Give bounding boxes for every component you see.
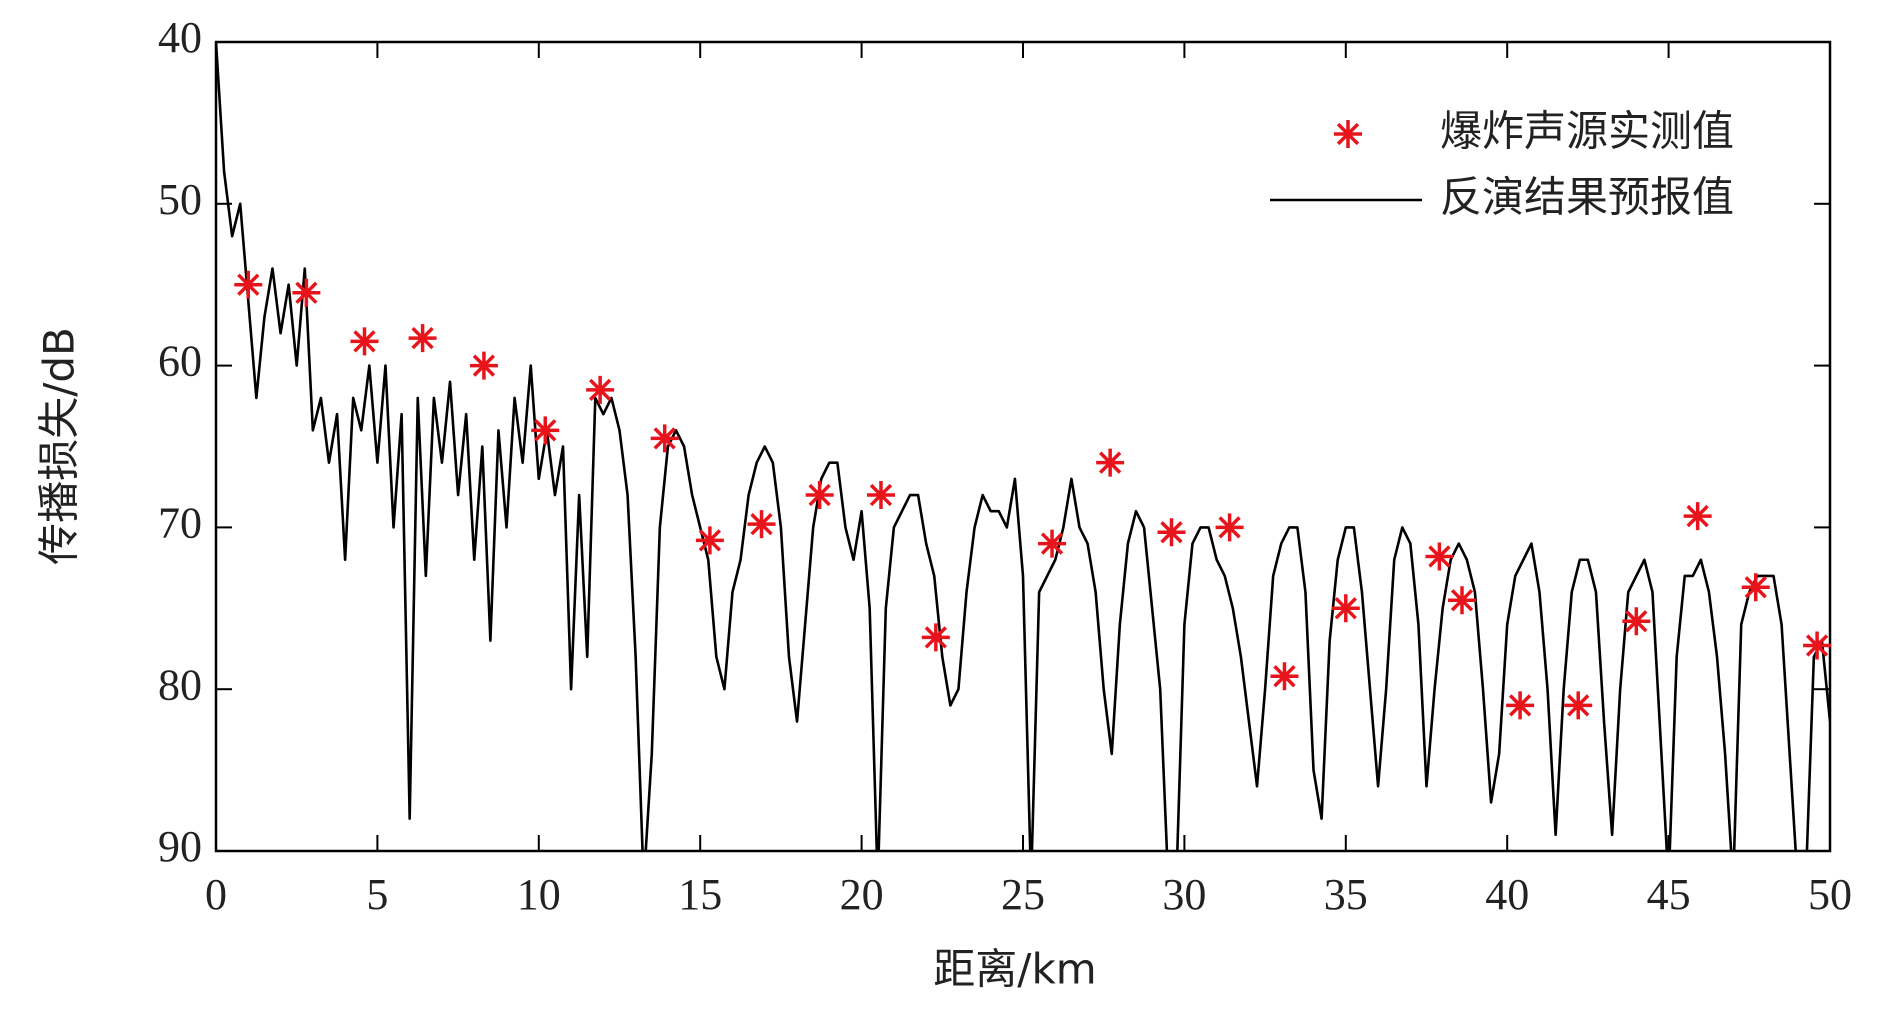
y-tick-label: 70 [158, 498, 202, 547]
scatter-point [1622, 607, 1651, 636]
scatter-point [1741, 573, 1770, 602]
x-tick-label: 15 [678, 870, 722, 919]
scatter-point [1157, 518, 1186, 547]
scatter-point [1803, 631, 1832, 660]
x-tick-label: 30 [1162, 870, 1206, 919]
x-tick-label: 40 [1485, 870, 1529, 919]
scatter-point [921, 623, 950, 652]
plot-frame [214, 40, 1832, 853]
scatter-point [350, 327, 379, 356]
scatter-point [234, 270, 263, 299]
x-tick-label: 25 [1001, 870, 1045, 919]
legend-label: 反演结果预报值 [1440, 173, 1734, 222]
scatter-point [531, 416, 560, 445]
y-tick-label: 60 [158, 337, 202, 386]
plot-area [216, 42, 1830, 851]
y-tick-label: 80 [158, 660, 202, 709]
scatter-point [1683, 502, 1712, 531]
scatter-point [586, 375, 615, 404]
legend-label: 爆炸声源实测值 [1440, 107, 1734, 156]
scatter-point [1425, 542, 1454, 571]
scatter-point [1506, 691, 1535, 720]
scatter-point [805, 481, 834, 510]
x-tick-label: 10 [517, 870, 561, 919]
scatter-point [408, 324, 437, 353]
scatter-point [1270, 662, 1299, 691]
scatter-point [1564, 691, 1593, 720]
scatter-point [1215, 513, 1244, 542]
scatter-point [1096, 448, 1125, 477]
y-axis-label: 传播损失/dB [35, 327, 84, 565]
x-tick-label: 45 [1647, 870, 1691, 919]
scatter-point [747, 510, 776, 539]
scatter-point [1331, 594, 1360, 623]
scatter-point [469, 351, 498, 380]
legend-marker [1334, 120, 1362, 148]
x-tick-label: 5 [366, 870, 388, 919]
x-tick-label: 0 [205, 870, 227, 919]
y-tick-label: 50 [158, 175, 202, 224]
x-tick-label: 20 [840, 870, 884, 919]
scatter-point [695, 526, 724, 555]
x-tick-label: 50 [1808, 870, 1852, 919]
scatter-point [292, 278, 321, 307]
x-tick-label: 35 [1324, 870, 1368, 919]
scatter-point [1448, 586, 1477, 615]
line-series [216, 42, 1830, 851]
scatter-point [866, 481, 895, 510]
y-tick-label: 40 [158, 13, 202, 62]
y-tick-label: 90 [158, 822, 202, 871]
scatter-point [650, 424, 679, 453]
scatter-point [1038, 529, 1067, 558]
x-axis-label: 距离/km [933, 945, 1096, 994]
